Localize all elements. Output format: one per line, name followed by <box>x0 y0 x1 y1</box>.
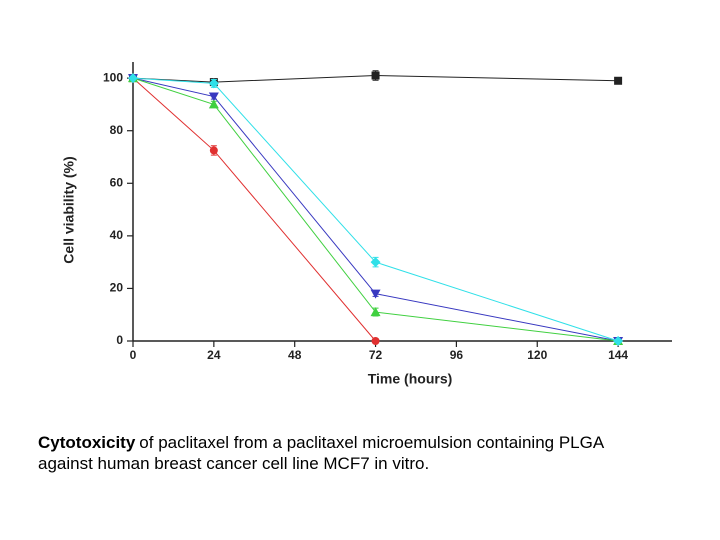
series-line <box>132 77 619 342</box>
x-tick-label: 72 <box>369 348 383 362</box>
y-axis-label: Cell viability (%) <box>61 156 77 263</box>
y-tick-label: 40 <box>110 228 124 242</box>
x-tick-label: 144 <box>608 348 628 362</box>
marker <box>208 78 219 89</box>
y-tick-label: 80 <box>110 123 124 137</box>
y-tick-label: 100 <box>103 70 123 84</box>
y-tick-label: 20 <box>110 281 124 295</box>
x-tick-label: 120 <box>527 348 547 362</box>
series-line <box>132 75 619 83</box>
series-line <box>132 77 376 342</box>
caption-bold: Cytotoxicity <box>38 433 136 452</box>
caption: Cytotoxicity of paclitaxel from a paclita… <box>38 432 638 474</box>
x-tick-label: 96 <box>450 348 464 362</box>
marker <box>208 99 219 109</box>
marker <box>371 337 380 345</box>
marker <box>208 92 219 102</box>
marker <box>370 307 381 317</box>
marker <box>128 73 138 84</box>
x-tick-label: 0 <box>130 348 137 362</box>
chart: Cell viability (%) Time (hours) 0 20 40 60 8… <box>61 62 672 387</box>
marker <box>370 257 381 268</box>
series-line <box>132 77 619 342</box>
caption-text: of paclitaxel from a paclitaxel microemu… <box>38 433 604 473</box>
series-line <box>132 77 619 342</box>
x-tick-label: 24 <box>207 348 221 362</box>
x-axis-label: Time (hours) <box>368 371 453 387</box>
y-tick-label: 0 <box>116 333 123 347</box>
marker <box>370 289 381 299</box>
x-tick-label: 48 <box>288 348 302 362</box>
y-tick-label: 60 <box>110 175 124 189</box>
marker <box>371 71 380 80</box>
marker <box>614 76 623 85</box>
marker <box>209 146 218 155</box>
marker <box>613 336 624 346</box>
